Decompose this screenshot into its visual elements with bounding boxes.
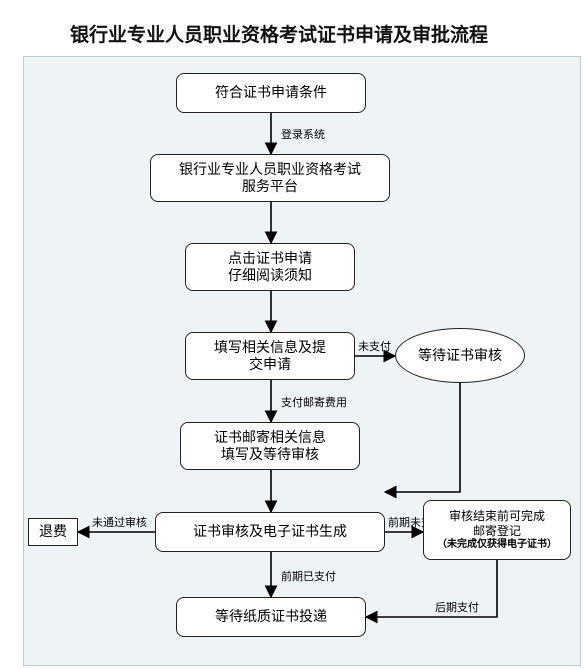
node-n7: 证书审核及电子证书生成	[155, 512, 385, 552]
node-n4: 填写相关信息及提 交申请	[185, 332, 355, 380]
node-n9-line2: 邮寄登记	[437, 524, 557, 539]
node-n9: 审核结束前可完成邮寄登记（未完成仅获得电子证书）	[423, 500, 571, 560]
node-n8: 退费	[28, 518, 78, 546]
node-n10: 等待纸质证书投递	[176, 597, 366, 637]
node-n6: 证书邮寄相关信息 填写及等待审核	[180, 422, 360, 470]
edge-label-e7: 未通过审核	[92, 514, 147, 530]
node-n2: 银行业专业人员职业资格考试 服务平台	[150, 154, 390, 202]
edge-label-e11: 后期支付	[435, 599, 479, 615]
node-n5: 等待证书审核	[395, 328, 525, 383]
edge-label-e4: 支付邮寄费用	[281, 394, 347, 410]
edge-label-e5: 未支付	[358, 338, 391, 354]
node-n9-line3: （未完成仅获得电子证书）	[437, 539, 557, 552]
edge-e10	[385, 383, 460, 492]
node-n9-line1: 审核结束前可完成	[437, 509, 557, 524]
node-n1: 符合证书申请条件	[176, 73, 366, 113]
node-n3: 点击证书申请 仔细阅读须知	[185, 243, 355, 291]
edge-label-e1: 登录系统	[281, 126, 325, 142]
edge-label-e8: 前期已支付	[281, 568, 336, 584]
flowchart-canvas: 银行业专业人员职业资格考试证书申请及审批流程登录系统支付邮寄费用未支付未通过审核…	[0, 0, 585, 669]
